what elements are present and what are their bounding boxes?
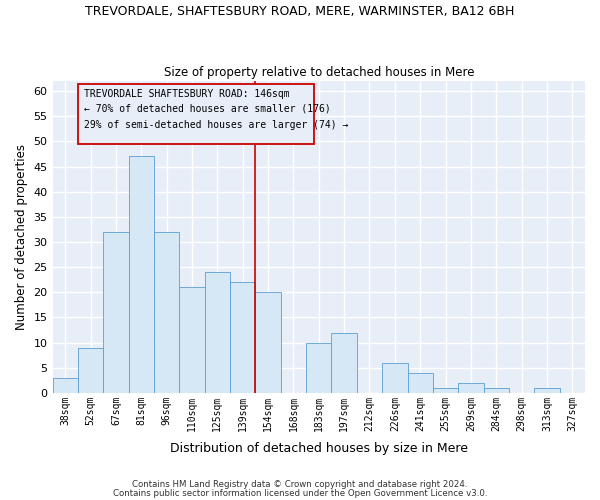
- Bar: [484, 388, 509, 393]
- Text: TREVORDALE, SHAFTESBURY ROAD, MERE, WARMINSTER, BA12 6BH: TREVORDALE, SHAFTESBURY ROAD, MERE, WARM…: [85, 5, 515, 18]
- Text: Contains public sector information licensed under the Open Government Licence v3: Contains public sector information licen…: [113, 489, 487, 498]
- Bar: [103, 232, 128, 393]
- Bar: [407, 372, 433, 393]
- Bar: [230, 282, 256, 393]
- Bar: [53, 378, 78, 393]
- Bar: [78, 348, 103, 393]
- Bar: [331, 332, 357, 393]
- Y-axis label: Number of detached properties: Number of detached properties: [15, 144, 28, 330]
- Bar: [534, 388, 560, 393]
- Bar: [433, 388, 458, 393]
- Bar: [306, 342, 331, 393]
- Text: Contains HM Land Registry data © Crown copyright and database right 2024.: Contains HM Land Registry data © Crown c…: [132, 480, 468, 489]
- Bar: [256, 292, 281, 393]
- Bar: [205, 272, 230, 393]
- Bar: [179, 287, 205, 393]
- Text: ← 70% of detached houses are smaller (176): ← 70% of detached houses are smaller (17…: [84, 104, 331, 114]
- Bar: [128, 156, 154, 393]
- Bar: [458, 383, 484, 393]
- Title: Size of property relative to detached houses in Mere: Size of property relative to detached ho…: [164, 66, 474, 78]
- Text: 29% of semi-detached houses are larger (74) →: 29% of semi-detached houses are larger (…: [84, 120, 349, 130]
- X-axis label: Distribution of detached houses by size in Mere: Distribution of detached houses by size …: [170, 442, 468, 455]
- Bar: [154, 232, 179, 393]
- Text: TREVORDALE SHAFTESBURY ROAD: 146sqm: TREVORDALE SHAFTESBURY ROAD: 146sqm: [84, 88, 290, 99]
- Bar: [382, 362, 407, 393]
- FancyBboxPatch shape: [78, 84, 314, 144]
